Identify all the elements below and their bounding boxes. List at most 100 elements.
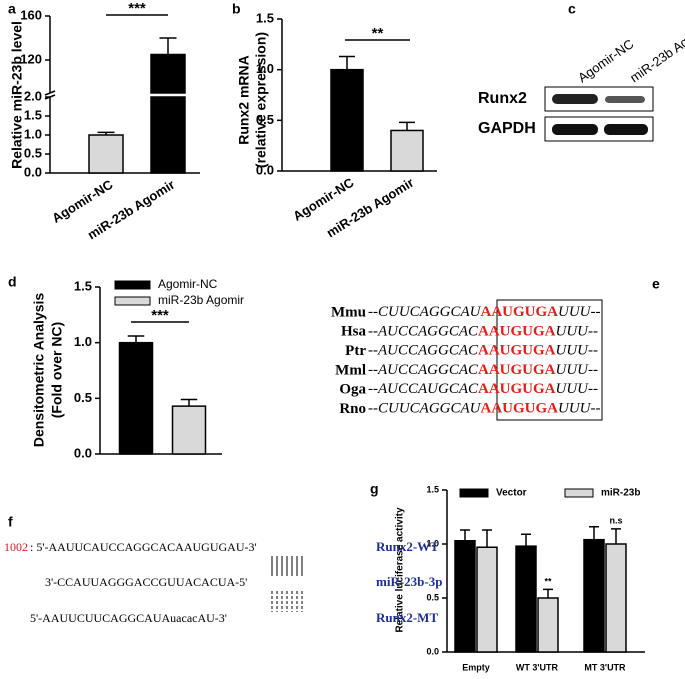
y-tick-label: 120 (20, 51, 42, 66)
y-tick-label: 1.0 (24, 126, 42, 141)
seed: AAUGUGA (478, 362, 556, 378)
bar (583, 538, 605, 653)
bar (390, 129, 424, 172)
bar (605, 543, 627, 653)
y-tick-label: 2.0 (24, 88, 42, 103)
sequence-name: miR-23b-3p (376, 574, 442, 589)
bar (150, 53, 186, 94)
error-bar (460, 529, 470, 541)
sequence: --CUUCAGGCAUAAUGUGAUUU-- (368, 401, 601, 417)
y-tick-label: 0.5 (256, 112, 274, 127)
species: Mml (335, 362, 366, 378)
y-axis-label: Relative miR-23b level (9, 21, 25, 169)
sequence: 3'-CCAUUAGGGACCGUUACACUA-5' (45, 575, 247, 589)
y-tick-label: 0.0 (256, 162, 274, 177)
error-bar (543, 588, 553, 598)
y-axis-label: (Fold over NC) (49, 322, 65, 418)
species: Ptr (345, 343, 366, 359)
sequence-right: UUU-- (556, 343, 599, 359)
y-tick-label: 1.5 (74, 278, 92, 293)
blot-row-label: GAPDH (478, 120, 536, 137)
seed: AAUGUGA (481, 304, 559, 320)
species: Hsa (341, 324, 367, 340)
error-bar (482, 529, 492, 548)
seed: AAUGUGA (481, 401, 559, 417)
x-tick-label: WT 3'UTR (516, 662, 559, 672)
y-axis-label: Runx2 mRNA (236, 55, 252, 144)
mutant-pairing-lines (271, 591, 303, 612)
legend-label: miR-23b (601, 488, 640, 499)
legend-label: Vector (496, 488, 527, 499)
error-bar (611, 528, 621, 544)
y-axis-label: Densitometric Analysis (31, 293, 47, 448)
error-bar (399, 121, 415, 131)
sequence-right: UUU-- (558, 401, 601, 417)
y-tick-label: 1.0 (426, 538, 439, 548)
sequence-right: UUU-- (556, 382, 599, 398)
y-tick-label: 0.0 (426, 646, 439, 656)
error-bar (521, 533, 531, 547)
y-tick-label: 1.5 (24, 107, 42, 122)
panel-letter: f (8, 514, 13, 530)
sequence-left: --AUCCAGGCAC (368, 362, 479, 378)
sequence: --AUCCAUGCACAAUGUGAUUU-- (368, 382, 598, 398)
blot-column-label: miR-23b Agomir (627, 19, 685, 85)
sequence-left: --AUCCAGGCAC (368, 324, 479, 340)
panel-letter: c (568, 1, 576, 17)
seed: AAUGUGA (478, 324, 556, 340)
significance-label: ** (372, 25, 384, 42)
species: Rno (339, 401, 366, 417)
error-bar (127, 335, 145, 343)
sequence-right: UUU-- (556, 362, 599, 378)
x-tick-label: MT 3'UTR (584, 662, 626, 672)
sequence-right: UUU-- (556, 324, 599, 340)
blot-band (552, 124, 598, 135)
y-tick-label: 1.0 (256, 61, 274, 76)
error-bar (339, 55, 355, 70)
y-tick-label: 1.0 (74, 334, 92, 349)
sequence-name: Runx2-WT (376, 539, 439, 554)
error-bar (159, 37, 177, 55)
sequence: --AUCCAGGCACAAUGUGAUUU-- (368, 343, 598, 359)
y-tick-label: 0.0 (24, 164, 42, 179)
blot-row-label: Runx2 (478, 90, 527, 107)
panel-letter: e (652, 276, 660, 292)
species: Mmu (331, 304, 366, 320)
sequence-left: --AUCCAGGCAC (368, 343, 479, 359)
bar (171, 405, 207, 455)
seed: AAUGUGA (478, 343, 556, 359)
sequence: : 5'-AAUUCAUCCAGGCACAAUGUGAU-3' (30, 540, 257, 554)
sequence: --AUCCAGGCACAAUGUGAUUU-- (368, 324, 598, 340)
seed: AAUGUGA (478, 382, 556, 398)
y-axis-label: (relative expression) (253, 32, 269, 168)
y-tick-label: 0.5 (74, 390, 92, 405)
bar (454, 540, 476, 653)
legend-label: miR-23b Agomir (158, 293, 244, 307)
sequence-name: Runx2-MT (376, 610, 438, 625)
bar (150, 96, 186, 174)
y-tick-label: 0.5 (24, 145, 42, 160)
axis-break (44, 90, 56, 96)
y-tick-label: 0.5 (426, 592, 439, 602)
sequence-left: --CUUCAGGCAU (368, 401, 482, 417)
bar (88, 134, 124, 174)
x-tick-label: Empty (462, 662, 490, 672)
seed-box (496, 299, 603, 421)
legend-swatch (459, 488, 489, 498)
y-axis-label: Relative luciferase activity (395, 507, 406, 633)
bar (476, 546, 498, 653)
blot-band (605, 96, 645, 103)
annotation: n.s (609, 515, 622, 525)
y-tick-label: 1.5 (426, 484, 439, 494)
sequence-right: UUU-- (558, 304, 601, 320)
significance-label: *** (151, 307, 169, 324)
legend-label: Agomir-NC (158, 277, 218, 291)
pairing-lines (271, 556, 303, 576)
panel-letter: a (8, 1, 16, 17)
blot-column-label: Agomir-NC (575, 36, 636, 85)
error-bar (589, 525, 599, 540)
bar (118, 341, 154, 455)
species: Oga (339, 382, 366, 398)
